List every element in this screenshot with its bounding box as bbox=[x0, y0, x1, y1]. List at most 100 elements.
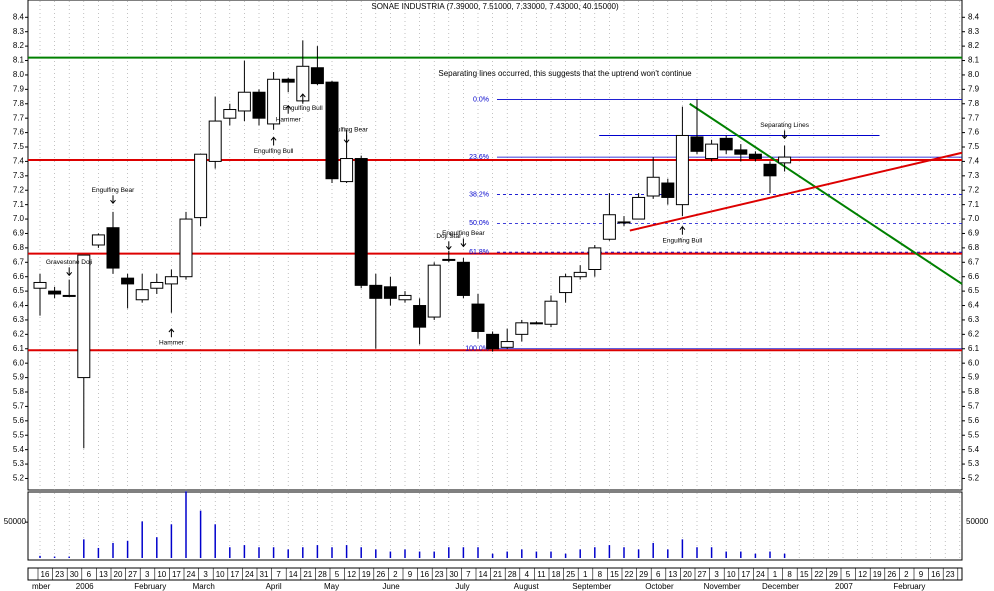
x-tick-label: 5 bbox=[335, 570, 340, 579]
y-tick-label: 7.1 bbox=[968, 200, 980, 209]
y-tick-label: 7.6 bbox=[968, 128, 980, 137]
candle-body bbox=[223, 109, 237, 119]
period-label: September bbox=[572, 582, 611, 591]
candle-body bbox=[778, 156, 792, 164]
candle-body bbox=[500, 341, 514, 348]
y-tick-label: 6.2 bbox=[13, 329, 25, 338]
x-tick-label: 1 bbox=[583, 570, 588, 579]
y-tick-label: 5.3 bbox=[13, 459, 25, 468]
x-tick-label: 27 bbox=[128, 570, 137, 579]
x-tick-label: 26 bbox=[887, 570, 896, 579]
y-tick-label: 7.9 bbox=[13, 84, 25, 93]
x-tick-label: 3 bbox=[145, 570, 150, 579]
y-tick-label: 7.0 bbox=[968, 214, 980, 223]
y-tick-label: 8.1 bbox=[13, 56, 25, 65]
candle-body bbox=[559, 276, 573, 294]
x-tick-label: 2 bbox=[904, 570, 909, 579]
candle-body bbox=[62, 294, 76, 297]
y-tick-label: 7.1 bbox=[13, 200, 25, 209]
x-tick-label: 17 bbox=[230, 570, 239, 579]
candle-body bbox=[486, 333, 500, 350]
candle-body bbox=[529, 322, 543, 325]
x-tick-label: 7 bbox=[276, 570, 281, 579]
x-tick-label: 16 bbox=[931, 570, 940, 579]
x-tick-label: 15 bbox=[610, 570, 619, 579]
annotation: Separating Lines bbox=[760, 122, 810, 129]
x-tick-label: 23 bbox=[946, 570, 955, 579]
x-tick-label: 19 bbox=[362, 570, 371, 579]
x-tick-label: 23 bbox=[435, 570, 444, 579]
annotation: Hammer bbox=[159, 340, 185, 347]
annotation: Engulfing Bull bbox=[283, 105, 323, 112]
volume-panel bbox=[27, 491, 963, 561]
candle-body bbox=[456, 261, 470, 296]
x-tick-label: 15 bbox=[800, 570, 809, 579]
fib-label: 0.0% bbox=[473, 96, 489, 103]
x-tick-label: 4 bbox=[525, 570, 530, 579]
y-tick-label: 6.2 bbox=[968, 329, 980, 338]
period-label: June bbox=[382, 582, 400, 591]
candle-body bbox=[588, 247, 602, 271]
fib-label: 23.6% bbox=[469, 154, 489, 161]
y-tick-label: 7.9 bbox=[968, 84, 980, 93]
y-tick-label: 7.7 bbox=[13, 113, 25, 122]
y-tick-label: 5.9 bbox=[13, 373, 25, 382]
x-tick-label: 20 bbox=[683, 570, 692, 579]
y-tick-label: 5.8 bbox=[968, 387, 980, 396]
period-label: February bbox=[134, 582, 166, 591]
x-tick-label: 21 bbox=[303, 570, 312, 579]
x-tick-label: 13 bbox=[99, 570, 108, 579]
candle-body bbox=[471, 303, 485, 332]
trend-line bbox=[689, 102, 963, 285]
period-label: 2007 bbox=[835, 582, 853, 591]
candle-body bbox=[91, 234, 105, 246]
candle-body bbox=[544, 300, 558, 325]
period-label: December bbox=[762, 582, 799, 591]
x-tick-label: 22 bbox=[625, 570, 634, 579]
x-tick-label: 19 bbox=[873, 570, 882, 579]
y-tick-label: 5.2 bbox=[13, 474, 25, 483]
y-tick-label: 6.8 bbox=[13, 243, 25, 252]
candle-body bbox=[208, 120, 222, 162]
annotation-arrowhead bbox=[460, 243, 467, 248]
x-tick-label: 31 bbox=[260, 570, 269, 579]
candle-body bbox=[748, 153, 762, 160]
fib-label: 50.0% bbox=[469, 220, 489, 227]
candle-body bbox=[632, 196, 646, 220]
y-tick-label: 5.3 bbox=[968, 459, 980, 468]
candle-body bbox=[135, 289, 149, 301]
x-tick-label: 3 bbox=[203, 570, 208, 579]
y-tick-label: 6.5 bbox=[13, 286, 25, 295]
annotation-arrowhead bbox=[66, 271, 73, 277]
annotation-arrowhead bbox=[299, 93, 306, 98]
y-tick-label: 5.8 bbox=[13, 387, 25, 396]
x-tick-label: 17 bbox=[741, 570, 750, 579]
x-tick-label: 9 bbox=[919, 570, 924, 579]
y-tick-label: 8.1 bbox=[968, 56, 980, 65]
y-tick-label: 8.4 bbox=[13, 12, 25, 21]
x-tick-label: 6 bbox=[87, 570, 92, 579]
x-tick-label: 29 bbox=[639, 570, 648, 579]
x-tick-label: 23 bbox=[55, 570, 64, 579]
period-label: May bbox=[324, 582, 339, 591]
x-tick-label: 30 bbox=[70, 570, 79, 579]
candle-body bbox=[602, 214, 616, 240]
y-tick-label: 7.4 bbox=[13, 157, 25, 166]
candle-body bbox=[719, 137, 733, 151]
candle-body bbox=[442, 258, 456, 261]
annotation-arrowhead bbox=[168, 328, 175, 333]
x-tick-label: 7 bbox=[466, 570, 471, 579]
y-tick-label: 6.5 bbox=[968, 286, 980, 295]
annotation-note: Separating lines occurred, this suggests… bbox=[438, 69, 692, 78]
candle-body bbox=[369, 284, 383, 299]
x-tick-label: 28 bbox=[318, 570, 327, 579]
y-tick-label: 8.0 bbox=[13, 70, 25, 79]
y-tick-label: 7.5 bbox=[968, 142, 980, 151]
y-tick-label: 7.2 bbox=[968, 185, 980, 194]
x-tick-label: 17 bbox=[172, 570, 181, 579]
annotation: Hammer bbox=[276, 116, 302, 123]
x-tick-label: 8 bbox=[598, 570, 603, 579]
y-tick-label: 5.6 bbox=[968, 416, 980, 425]
x-tick-label: 1 bbox=[773, 570, 778, 579]
candle-body bbox=[194, 153, 208, 219]
